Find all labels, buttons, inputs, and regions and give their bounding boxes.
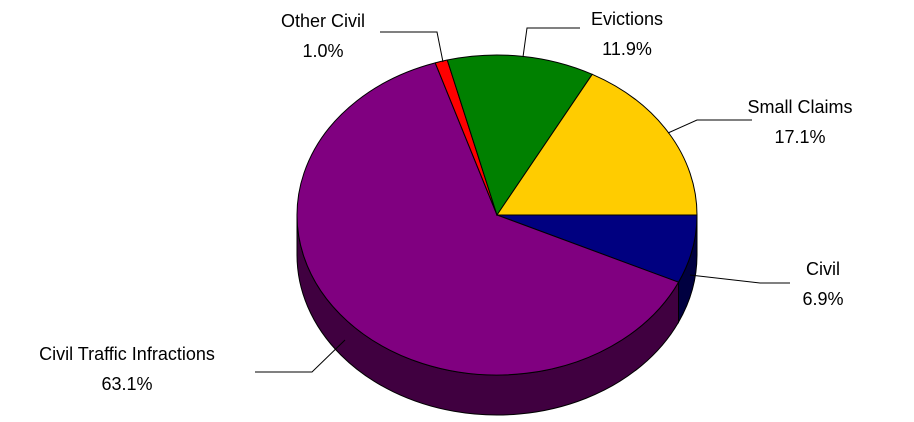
slice-label: Small Claims — [747, 97, 852, 117]
leader-line — [380, 31, 444, 63]
pie-slice — [296, 62, 680, 376]
leader-line — [689, 274, 790, 284]
slice-label: Other Civil — [281, 11, 365, 31]
slice-label: Evictions — [591, 9, 663, 29]
slice-value-label: 6.9% — [802, 289, 843, 309]
slice-value-label: 1.0% — [302, 41, 343, 61]
slice-value-label: 63.1% — [101, 374, 152, 394]
leader-line — [255, 339, 346, 373]
slice-value-label: 17.1% — [774, 127, 825, 147]
leader-line — [522, 27, 580, 58]
slice-label: Civil Traffic Infractions — [39, 344, 215, 364]
pie-slice — [446, 54, 594, 217]
slice-label: Civil — [806, 259, 840, 279]
leader-line — [667, 119, 752, 134]
slice-value-label: 11.9% — [602, 39, 652, 59]
